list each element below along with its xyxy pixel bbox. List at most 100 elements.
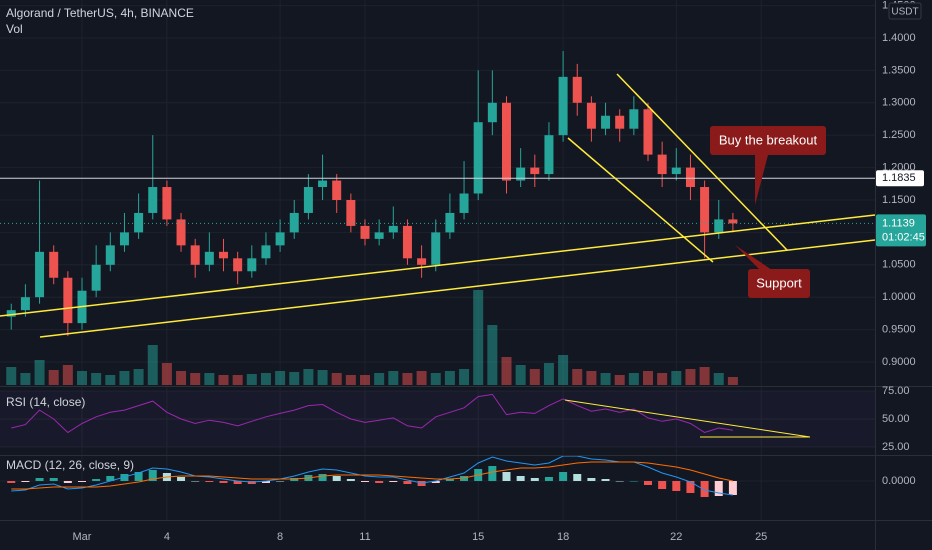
candle-body xyxy=(685,167,695,188)
volume-bar xyxy=(133,369,144,385)
candle-body xyxy=(318,180,328,188)
x-tick-label: 18 xyxy=(557,531,569,543)
volume-bar xyxy=(529,369,540,385)
macd-histogram-bar xyxy=(672,481,681,491)
candle-body xyxy=(431,232,441,265)
volume-bar xyxy=(657,373,668,385)
rsi-label: RSI (14, close) xyxy=(6,395,85,409)
callout-text: Buy the breakout xyxy=(719,132,818,147)
candle-body xyxy=(402,225,412,259)
volume-bar xyxy=(275,371,286,385)
x-tick-label: 15 xyxy=(472,531,484,543)
candle-body xyxy=(303,187,313,213)
hline-label-box xyxy=(876,170,924,187)
macd-histogram-bar xyxy=(559,472,568,481)
volume-bar xyxy=(515,365,526,385)
callout-box xyxy=(748,269,810,298)
y-tick-label: 1.2500 xyxy=(882,129,916,141)
macd-histogram-bar xyxy=(714,481,723,496)
macd-histogram-bar xyxy=(35,478,44,481)
x-tick-label: 4 xyxy=(164,531,170,543)
candle-body xyxy=(91,264,101,291)
macd-histogram-bar xyxy=(63,481,72,483)
volume-bar xyxy=(218,375,229,385)
macd-histogram-bar xyxy=(148,470,157,481)
hline-label: 1.1835 xyxy=(882,172,916,184)
y-tick-label: 1.4000 xyxy=(882,32,916,44)
volume-bar xyxy=(62,365,73,385)
candle-body xyxy=(728,219,738,224)
volume-bar xyxy=(176,371,187,385)
candle-body xyxy=(671,167,681,175)
volume-bar xyxy=(91,373,102,385)
volume-bar xyxy=(558,355,569,385)
y-tick-label: 0.9000 xyxy=(882,356,916,368)
macd-histogram-bar xyxy=(658,481,667,489)
callout-pointer xyxy=(755,155,768,205)
candle-body xyxy=(530,167,540,175)
macd-histogram-bar xyxy=(191,481,200,482)
candle-body xyxy=(388,225,398,233)
macd-histogram-bar xyxy=(516,476,525,481)
volume-bar xyxy=(289,372,300,385)
candle-body xyxy=(360,225,370,239)
x-tick-label: Mar xyxy=(73,531,92,543)
candle-body xyxy=(332,180,342,200)
volume-bar xyxy=(6,367,17,385)
volume-bar xyxy=(572,369,583,385)
x-tick-label: 22 xyxy=(670,531,682,543)
macd-histogram-bar xyxy=(177,477,186,481)
macd-label: MACD (12, 26, close, 9) xyxy=(6,458,134,472)
volume-bar xyxy=(628,373,639,385)
volume-bar xyxy=(643,371,653,385)
candle-body xyxy=(204,251,214,265)
volume-bar xyxy=(331,373,342,385)
macd-histogram-bar xyxy=(445,479,454,481)
candle-body xyxy=(6,310,16,317)
channel-line xyxy=(616,73,788,251)
macd-histogram-bar xyxy=(700,481,709,497)
volume-bar xyxy=(34,360,45,385)
x-tick-label: 8 xyxy=(277,531,283,543)
macd-histogram-bar xyxy=(332,476,341,481)
volume-bar xyxy=(402,373,413,385)
y-tick-label: 50.00 xyxy=(882,413,910,425)
last-price-label: 1.1139 xyxy=(882,217,915,229)
callout-pointer xyxy=(735,245,772,270)
last-price-box xyxy=(876,214,926,247)
candle-body xyxy=(148,187,158,213)
candle-body xyxy=(629,109,639,129)
macd-histogram-bar xyxy=(573,474,582,481)
y-tick-label: 1.0500 xyxy=(882,259,916,271)
y-tick-label: 75.00 xyxy=(882,385,910,397)
rsi-line xyxy=(11,393,733,434)
volume-bar xyxy=(119,371,130,385)
currency: USDT xyxy=(891,7,918,18)
volume-bar xyxy=(600,373,611,385)
macd-histogram-bar xyxy=(389,481,398,482)
trendline xyxy=(39,239,876,338)
volume-bar xyxy=(727,377,738,385)
macd-histogram-bar xyxy=(7,481,16,483)
volume-bar xyxy=(586,371,597,385)
x-tick-label: 25 xyxy=(755,531,767,543)
candle-body xyxy=(700,187,710,233)
volume-bar xyxy=(147,345,158,385)
y-tick-label: 0.9500 xyxy=(882,323,916,335)
volume-bar xyxy=(430,373,441,385)
macd-histogram-bar xyxy=(431,481,440,483)
candle-body xyxy=(417,258,427,265)
chart-title: Algorand / TetherUS, 4h, BINANCE xyxy=(6,6,194,20)
macd-histogram-bar xyxy=(361,481,369,482)
macd-histogram-bar xyxy=(346,479,355,481)
candle-body xyxy=(35,251,45,298)
volume-bar xyxy=(699,367,710,385)
macd-histogram-bar xyxy=(587,478,596,481)
candle-body xyxy=(572,76,582,103)
candle-body xyxy=(643,109,653,155)
macd-histogram-bar xyxy=(49,478,58,481)
macd-histogram-bar xyxy=(502,472,511,481)
macd-histogram-bar xyxy=(261,481,270,483)
volume-bar xyxy=(459,369,470,385)
volume-bar xyxy=(246,374,257,385)
